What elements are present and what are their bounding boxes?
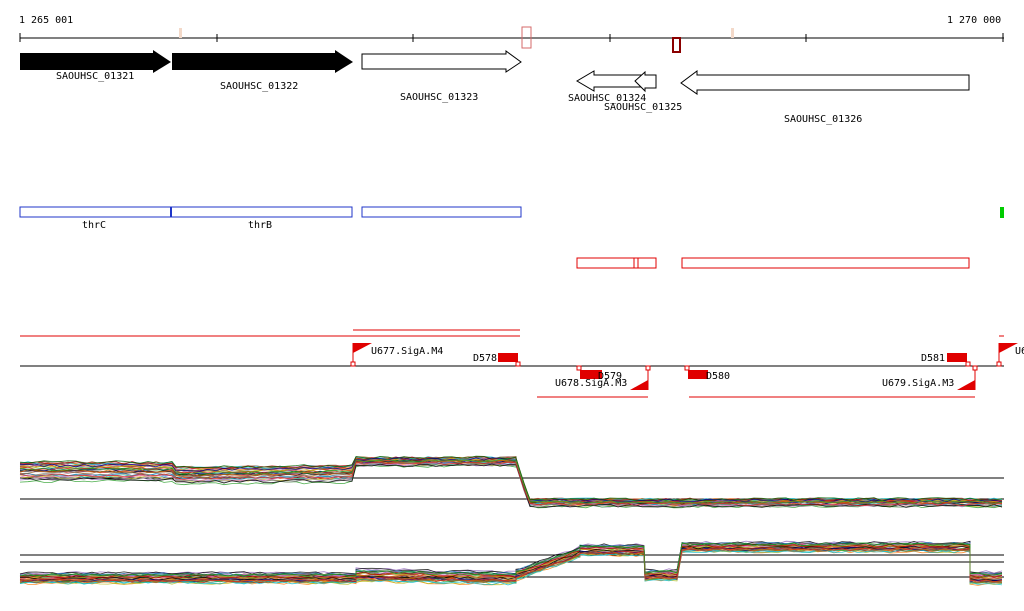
- gene-label: SAOUHSC_01325: [604, 102, 682, 113]
- transcript-segment[interactable]: [681, 257, 970, 269]
- terminator-d579[interactable]: D579: [576, 365, 622, 382]
- terminator-label: D581: [921, 353, 945, 364]
- operon-segment[interactable]: [361, 206, 522, 218]
- gene-saouhsc-01323[interactable]: SAOUHSC_01323: [361, 50, 522, 103]
- operon-thrC[interactable]: [19, 206, 172, 218]
- ruler-start-label: 1 265 001: [19, 15, 73, 26]
- transcript-segment[interactable]: [576, 257, 657, 269]
- terminator-label: D580: [706, 371, 730, 382]
- ruler-end-label: 1 270 000: [947, 15, 1001, 26]
- operon-track: thrC thrB: [19, 206, 1004, 231]
- gene-label: SAOUHSC_01323: [400, 92, 478, 103]
- terminator-d580[interactable]: D580: [684, 365, 730, 382]
- operon-label: thrC: [82, 220, 106, 231]
- gene-saouhsc-01321[interactable]: SAOUHSC_01321: [20, 50, 171, 82]
- promoter-u679[interactable]: U679.SigA.M3: [882, 365, 978, 390]
- gene-saouhsc-01324[interactable]: SAOUHSC_01324: [568, 70, 646, 104]
- terminator-label: D579: [598, 371, 622, 382]
- gene-track: SAOUHSC_01321 SAOUHSC_01322 SAOUHSC_0132…: [20, 50, 970, 125]
- promoter-label: U679.SigA.M3: [882, 378, 954, 389]
- promoter-u6[interactable]: U6: [996, 343, 1024, 367]
- terminator-label: D578: [473, 353, 497, 364]
- promoter-label: U6: [1015, 346, 1024, 357]
- transcript-track: [576, 257, 970, 269]
- gene-saouhsc-01326[interactable]: SAOUHSC_01326: [680, 70, 970, 125]
- gene-label: SAOUHSC_01321: [56, 71, 134, 82]
- green-marker: [1000, 207, 1004, 218]
- expression-forward-track: [19, 455, 1004, 509]
- operon-thrB[interactable]: [170, 206, 353, 218]
- promoter-u678[interactable]: U678.SigA.M3: [555, 365, 651, 390]
- promoter-u677[interactable]: U677.SigA.M4: [350, 343, 443, 367]
- coordinate-ruler: 1 265 001 1 270 000: [19, 15, 1004, 53]
- operon-label: thrB: [248, 220, 272, 231]
- expression-reverse-track: [19, 540, 1004, 586]
- gene-saouhsc-01322[interactable]: SAOUHSC_01322: [172, 50, 353, 92]
- gene-label: SAOUHSC_01322: [220, 81, 298, 92]
- terminator-d578[interactable]: D578: [473, 353, 521, 367]
- terminator-d581[interactable]: D581: [921, 353, 971, 367]
- promoter-label: U677.SigA.M4: [371, 346, 443, 357]
- promoter-label: U678.SigA.M3: [555, 378, 627, 389]
- gene-label: SAOUHSC_01326: [784, 114, 862, 125]
- gene-saouhsc-01325[interactable]: SAOUHSC_01325: [604, 70, 682, 113]
- promoter-terminator-track: U677.SigA.M4 D578 D579 U678.SigA.M3 D580: [20, 329, 1024, 398]
- gene-label: SAOUHSC_01324: [568, 93, 646, 104]
